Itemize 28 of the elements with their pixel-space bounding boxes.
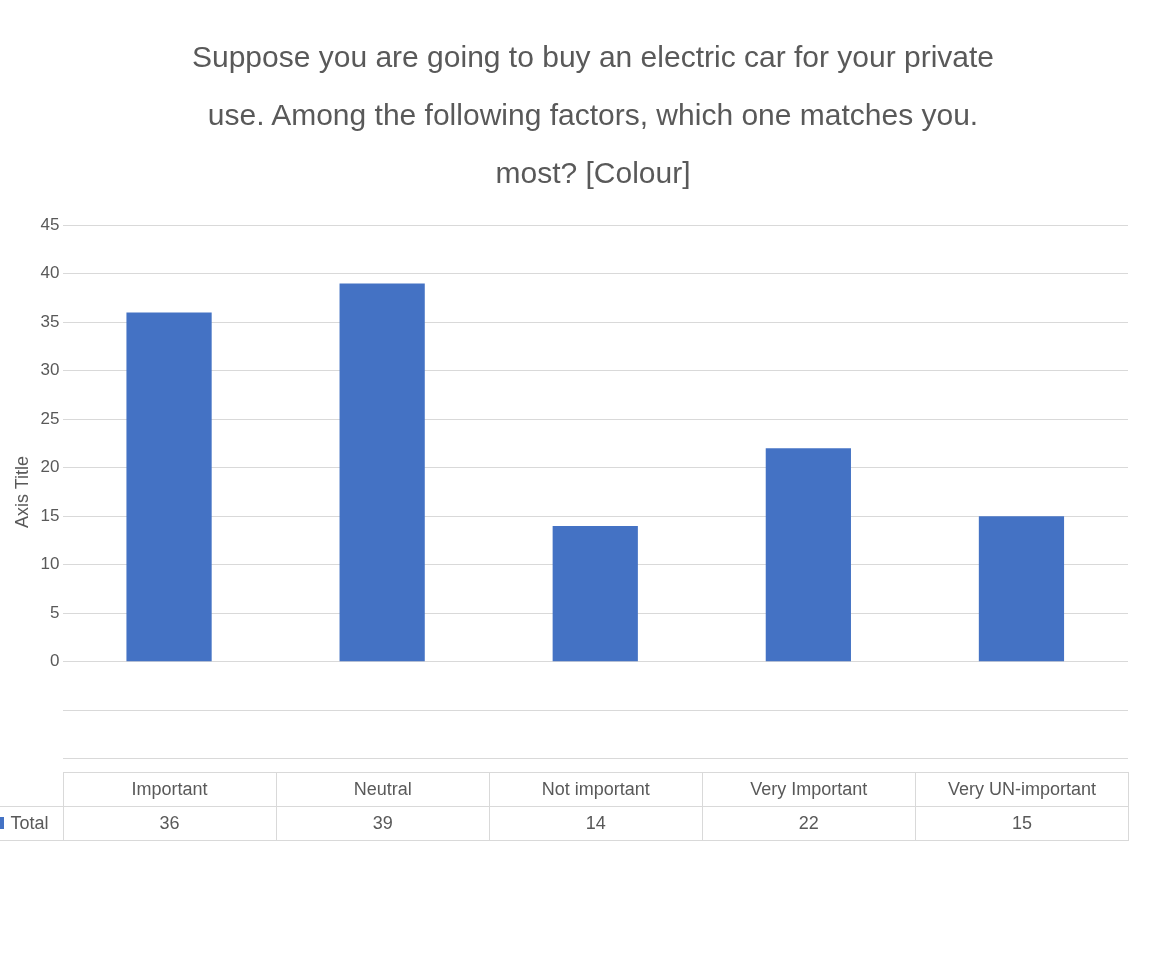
y-tick-label: 40 — [40, 263, 60, 283]
x-tick-label: Very Important — [702, 772, 916, 807]
x-tick-label: Important — [63, 772, 277, 807]
data-label: 15 — [915, 806, 1129, 841]
y-tick-label: 30 — [40, 360, 60, 380]
x-tick-label: Not important — [489, 772, 703, 807]
bar — [978, 516, 1065, 662]
x-tick-label: Very UN-important — [915, 772, 1129, 807]
y-tick-label: 5 — [50, 602, 60, 622]
y-tick-label: 35 — [40, 311, 60, 331]
y-axis-title: Axis Title — [11, 455, 32, 529]
bar — [552, 525, 638, 662]
y-tick-label: 0 — [50, 651, 60, 671]
y-tick-label: 15 — [40, 505, 60, 525]
y-tick-label: 25 — [40, 408, 60, 428]
chart-title: Suppose you are going to buy an electric car for your private use. Among the following factors, which one matches you. most? [Colour] — [190, 39, 996, 191]
y-tick-label: 10 — [40, 554, 60, 574]
data-label: 39 — [276, 806, 490, 841]
bar — [765, 448, 851, 662]
legend-label: Total — [0, 806, 64, 841]
data-label: 22 — [702, 806, 916, 841]
bar — [339, 283, 425, 662]
x-tick-label: Neutral — [276, 772, 490, 807]
bar — [126, 312, 212, 662]
y-tick-label: 45 — [40, 214, 60, 234]
y-tick-label: 20 — [40, 457, 60, 477]
data-label: 36 — [63, 806, 277, 841]
data-label: 14 — [489, 806, 703, 841]
